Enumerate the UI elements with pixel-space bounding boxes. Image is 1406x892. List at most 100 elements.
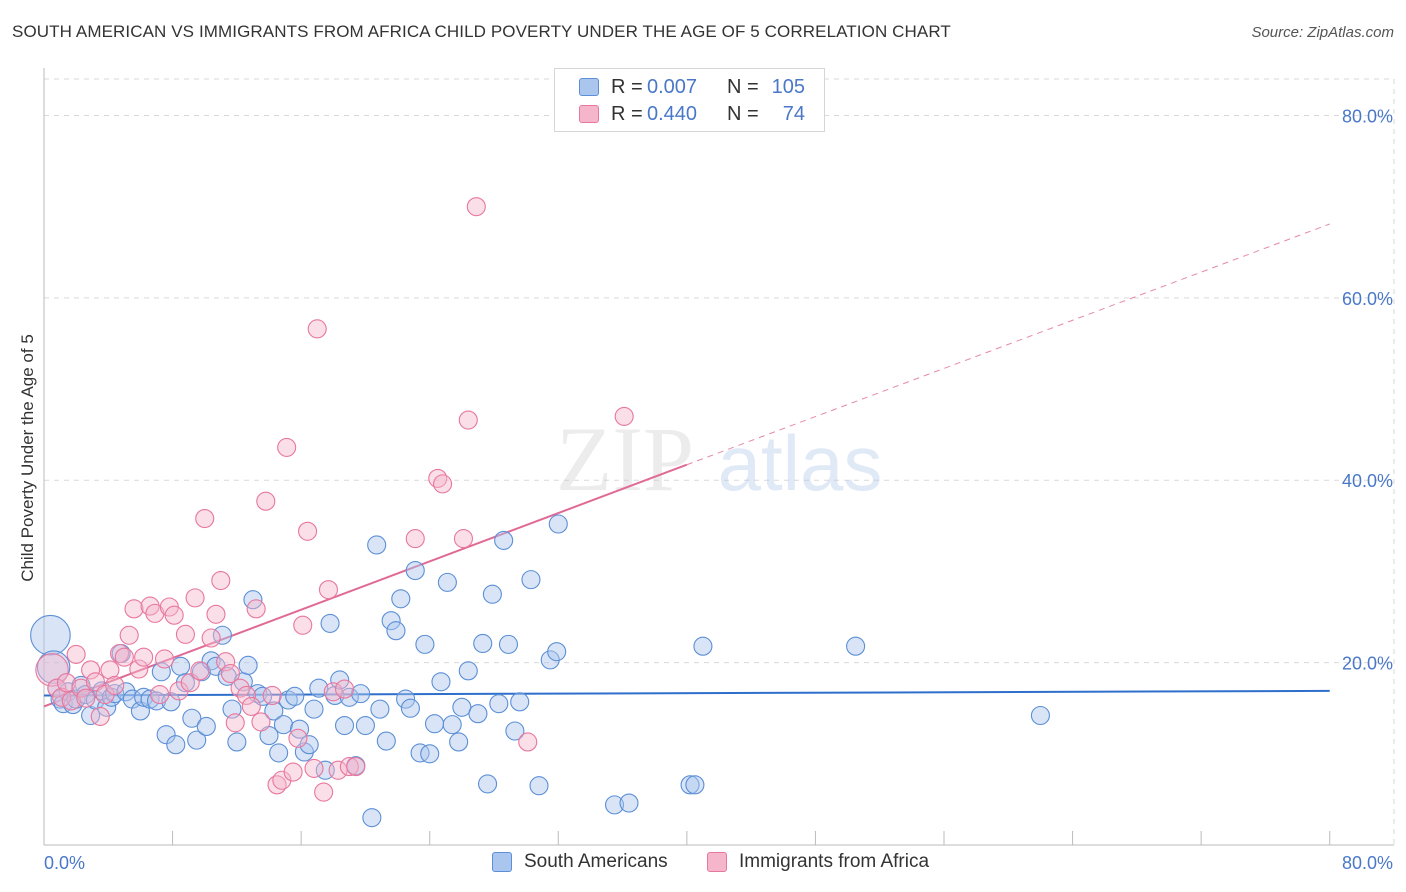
point-south-americans <box>386 621 406 641</box>
legend-n-label: N = <box>727 102 759 125</box>
point-south-americans <box>396 689 416 709</box>
point-immigrants-from-africa <box>119 625 139 645</box>
legend-r-label: R = <box>611 75 643 98</box>
trend-line-immigrants-from-africa <box>43 463 688 708</box>
point-immigrants-from-africa <box>246 599 266 619</box>
point-immigrants-from-africa <box>71 678 91 698</box>
point-south-americans <box>381 611 401 631</box>
series-legend: South Americans Immigrants from Africa <box>0 851 1406 879</box>
point-immigrants-from-africa <box>277 437 297 457</box>
series-south-americans <box>30 514 1050 828</box>
point-immigrants-from-africa <box>206 604 226 624</box>
point-immigrants-from-africa <box>190 661 210 681</box>
point-immigrants-from-africa <box>105 675 125 695</box>
legend-r-value: 0.007 <box>647 75 698 98</box>
legend-swatch-pink <box>579 105 599 123</box>
legend-label: South Americans <box>524 851 668 872</box>
point-south-americans <box>482 584 502 604</box>
y-axis-label: Child Poverty Under the Age of 5 <box>18 334 37 582</box>
point-immigrants-from-africa <box>56 673 77 693</box>
point-immigrants-from-africa <box>211 570 231 591</box>
point-immigrants-from-africa <box>47 678 67 698</box>
trend-line-extension <box>686 223 1330 466</box>
gridlines <box>44 78 1395 845</box>
point-south-americans <box>452 697 472 717</box>
point-immigrants-from-africa <box>346 757 366 777</box>
point-immigrants-from-africa <box>518 732 538 752</box>
point-immigrants-from-africa <box>307 319 327 339</box>
legend-label: Immigrants from Africa <box>739 851 930 872</box>
point-south-americans <box>227 732 247 752</box>
y-tick-label: 40.0% <box>1342 471 1393 491</box>
point-immigrants-from-africa <box>298 521 318 541</box>
point-south-americans <box>529 776 549 796</box>
point-south-americans <box>680 775 700 795</box>
point-south-americans <box>362 808 382 828</box>
point-south-americans <box>619 793 639 813</box>
point-south-americans <box>299 735 319 755</box>
point-south-americans <box>410 743 430 763</box>
legend-row-south-americans: R = 0.007 N = 105 <box>579 74 805 100</box>
point-south-americans <box>166 735 186 755</box>
point-south-americans <box>405 560 425 581</box>
watermark-atlas: atlas <box>718 419 883 507</box>
point-south-americans <box>498 634 519 654</box>
point-south-americans <box>320 613 340 633</box>
point-south-americans <box>330 670 350 690</box>
legend-row-immigrants-from-africa: R = 0.440 N = 74 <box>579 101 805 127</box>
point-south-americans <box>685 775 705 795</box>
point-south-americans <box>437 572 457 592</box>
point-south-americans <box>187 730 207 750</box>
point-south-americans <box>182 708 202 728</box>
point-immigrants-from-africa <box>154 649 175 669</box>
point-immigrants-from-africa <box>134 647 154 667</box>
point-immigrants-from-africa <box>150 684 170 705</box>
point-south-americans <box>351 684 371 704</box>
point-south-americans <box>442 715 462 735</box>
point-immigrants-from-africa <box>61 691 81 711</box>
point-south-americans <box>1030 705 1050 726</box>
point-immigrants-from-africa <box>283 762 303 782</box>
point-immigrants-from-africa <box>129 659 149 679</box>
point-immigrants-from-africa <box>195 508 215 529</box>
point-immigrants-from-africa <box>220 664 240 684</box>
point-south-americans <box>846 636 866 656</box>
point-immigrants-from-africa <box>314 782 334 802</box>
point-south-americans <box>212 625 232 645</box>
trend-lines <box>43 223 1330 708</box>
point-immigrants-from-africa <box>236 685 257 705</box>
legend-item-immigrants-from-africa[interactable]: Immigrants from Africa <box>707 851 929 873</box>
point-immigrants-from-africa <box>201 628 221 648</box>
point-south-americans <box>273 715 294 735</box>
trend-line-south-americans <box>43 689 1330 697</box>
chart-title: SOUTH AMERICAN VS IMMIGRANTS FROM AFRICA… <box>12 22 951 41</box>
point-immigrants-from-africa <box>52 687 72 707</box>
point-immigrants-from-africa <box>216 652 236 672</box>
x-tick-label: 80.0% <box>1342 853 1393 873</box>
point-south-americans <box>30 614 71 656</box>
point-south-americans <box>510 692 530 712</box>
point-south-americans <box>420 744 440 764</box>
point-south-americans <box>116 682 136 702</box>
point-immigrants-from-africa <box>81 660 101 680</box>
point-immigrants-from-africa <box>466 197 486 217</box>
y-tick-label: 20.0% <box>1342 654 1393 674</box>
point-south-americans <box>81 705 101 726</box>
point-immigrants-from-africa <box>318 580 339 600</box>
x-tick-label: 0.0% <box>44 853 85 873</box>
point-south-americans <box>355 715 375 736</box>
point-south-americans <box>478 774 498 794</box>
point-south-americans <box>156 725 176 745</box>
legend-n-value: 74 <box>782 102 805 125</box>
point-south-americans <box>400 698 420 718</box>
point-south-americans <box>604 795 625 815</box>
point-south-americans <box>367 535 387 555</box>
point-south-americans <box>693 636 713 656</box>
point-immigrants-from-africa <box>35 653 69 687</box>
point-immigrants-from-africa <box>124 599 144 619</box>
legend-item-south-americans[interactable]: South Americans <box>492 851 668 873</box>
legend-r-value: 0.440 <box>647 102 698 125</box>
point-south-americans <box>264 701 284 721</box>
point-immigrants-from-africa <box>145 603 165 623</box>
